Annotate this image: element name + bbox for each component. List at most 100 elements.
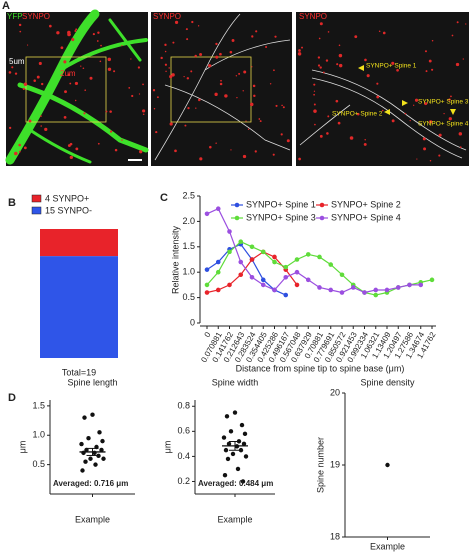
punctum — [319, 22, 323, 26]
synpo-puncta — [8, 20, 467, 162]
y-tick-label: 1.0 — [32, 430, 45, 440]
series-line — [206, 243, 286, 296]
punctum — [152, 89, 156, 92]
point — [339, 272, 345, 278]
punctum — [109, 110, 112, 113]
zoom-box — [170, 56, 252, 123]
punctum — [322, 71, 325, 74]
point — [362, 290, 367, 295]
dot — [90, 412, 95, 417]
punctum — [156, 96, 159, 99]
punctum — [18, 23, 22, 27]
punctum — [60, 46, 64, 50]
legend-label: SYNPO+ Spine 2 — [331, 199, 401, 209]
punctum — [416, 158, 418, 160]
point — [294, 269, 300, 275]
punctum — [273, 69, 275, 72]
chart-title: Spine width — [212, 377, 259, 387]
point — [249, 257, 255, 262]
punctum — [186, 38, 189, 41]
spine-label: SYNPO+ Spine 1 — [366, 63, 417, 70]
punctum — [391, 61, 395, 65]
dot — [240, 479, 246, 484]
point — [215, 206, 221, 211]
point — [238, 272, 244, 278]
punctum — [381, 109, 384, 112]
punctum — [168, 67, 170, 69]
punctum — [183, 75, 185, 78]
point — [373, 287, 379, 293]
punctum — [319, 66, 322, 69]
dot — [97, 430, 102, 435]
point — [272, 259, 277, 265]
punctum — [131, 94, 134, 98]
dot — [101, 456, 106, 461]
point — [272, 287, 277, 293]
dot — [226, 441, 232, 447]
point — [227, 249, 232, 255]
punctum — [219, 52, 222, 56]
punctum — [190, 70, 193, 73]
scale-label: 2um — [60, 69, 76, 78]
punctum — [265, 45, 268, 48]
punctum — [74, 99, 77, 102]
legend-marker — [319, 202, 325, 208]
punctum — [185, 28, 188, 31]
y-tick-label: 0.5 — [182, 292, 195, 302]
punctum — [172, 41, 175, 44]
punctum — [282, 106, 285, 109]
punctum — [281, 104, 283, 107]
punctum — [391, 119, 395, 123]
x-axis-label: Distance from spine tip to spine base (μ… — [236, 363, 405, 373]
punctum — [26, 44, 29, 46]
punctum — [153, 108, 156, 110]
punctum — [459, 146, 462, 148]
punctum — [18, 150, 21, 153]
y-tick-label: 1.5 — [182, 241, 195, 251]
punctum — [274, 35, 277, 38]
punctum — [251, 35, 254, 38]
punctum — [69, 82, 72, 85]
y-tick-label: 0.2 — [177, 476, 190, 486]
punctum — [96, 40, 99, 42]
y-tick-label: 2.0 — [182, 216, 195, 226]
punctum — [8, 71, 12, 74]
punctum — [109, 130, 113, 133]
punctum — [83, 112, 86, 115]
punctum — [423, 147, 427, 151]
punctum — [164, 63, 168, 66]
punctum — [245, 120, 247, 122]
punctum — [128, 87, 131, 89]
point — [328, 262, 334, 267]
punctum — [448, 117, 452, 121]
punctum — [349, 136, 354, 140]
punctum — [428, 59, 432, 63]
panel-label: A — [2, 0, 10, 12]
dendrites — [5, 9, 149, 165]
punctum — [327, 115, 330, 118]
punctum — [164, 43, 167, 47]
punctum — [313, 103, 316, 106]
punctum — [255, 30, 258, 33]
punctum — [209, 145, 212, 149]
y-tick-label: 19 — [330, 459, 340, 469]
punctum — [139, 150, 143, 154]
point — [215, 287, 221, 293]
point — [305, 277, 311, 283]
punctum — [28, 119, 32, 123]
punctum — [443, 113, 445, 115]
y-tick-label: 0.5 — [32, 459, 45, 469]
y-tick-label: 0.6 — [177, 426, 190, 436]
punctum — [242, 90, 244, 92]
punctum — [319, 134, 323, 138]
punctum — [424, 50, 427, 53]
legend-marker — [234, 215, 240, 221]
punctum — [56, 31, 60, 35]
point — [339, 290, 345, 295]
punctum — [230, 149, 232, 151]
punctum — [74, 29, 77, 33]
punctum — [121, 44, 123, 47]
punctum — [142, 83, 144, 86]
point — [395, 285, 401, 290]
chart-title: Spine length — [67, 377, 117, 387]
